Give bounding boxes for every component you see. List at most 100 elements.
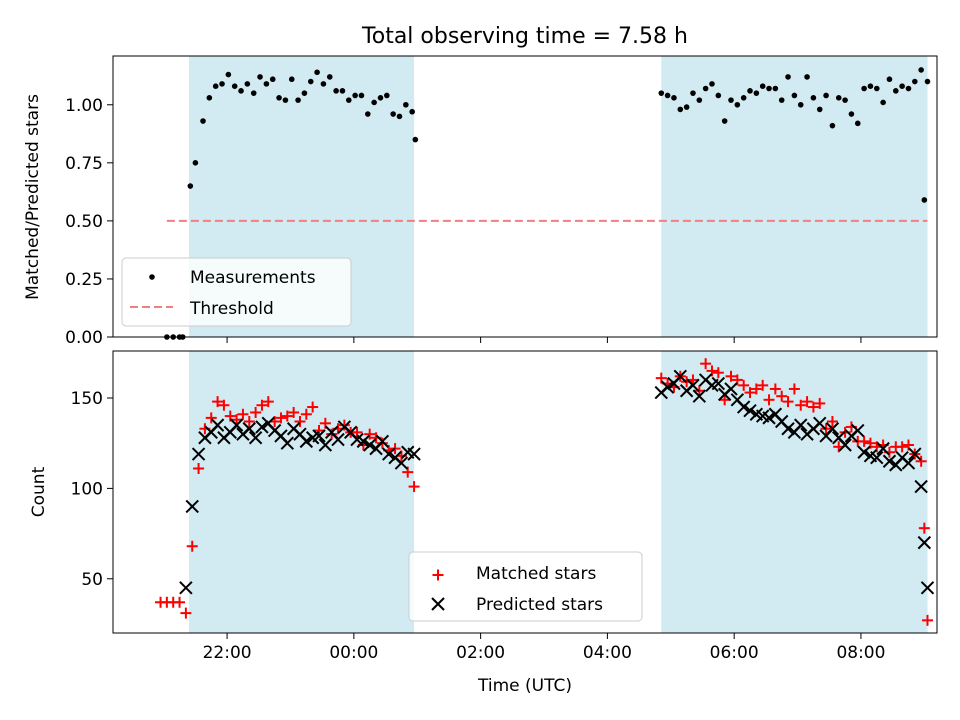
legend-matched-marker	[432, 569, 444, 581]
data-point	[813, 416, 827, 431]
data-point	[747, 88, 753, 94]
data-point	[225, 71, 232, 78]
data-point	[339, 88, 346, 94]
data-point	[671, 95, 677, 101]
data-point	[893, 88, 899, 94]
data-point	[801, 396, 813, 408]
data-point	[781, 422, 795, 436]
data-point	[915, 455, 927, 467]
count-plot-frame	[112, 350, 938, 634]
data-point	[248, 431, 263, 445]
data-point	[407, 447, 421, 461]
data-point	[772, 85, 779, 92]
data-point	[696, 97, 703, 103]
data-point	[299, 434, 314, 449]
data-point	[918, 522, 930, 534]
data-point	[384, 92, 390, 99]
y-tick-label: 1.00	[65, 96, 103, 116]
data-point	[858, 435, 870, 447]
data-point	[711, 376, 726, 391]
data-point	[719, 394, 731, 406]
data-point	[725, 370, 737, 382]
legend-measurements-marker	[149, 274, 155, 280]
data-point	[690, 90, 696, 96]
data-point	[281, 410, 293, 422]
x-tick-label: 22:00	[203, 643, 252, 663]
y-tick-label: 0.25	[65, 270, 103, 290]
data-point	[307, 401, 319, 413]
data-point	[778, 97, 785, 103]
data-point	[331, 432, 345, 447]
series-predicted-stars	[179, 369, 935, 595]
x-tick-label: 06:00	[710, 643, 759, 663]
data-point	[721, 118, 728, 124]
data-point	[740, 95, 747, 101]
data-point	[870, 450, 884, 465]
data-point	[275, 412, 287, 424]
data-point	[262, 396, 274, 408]
data-point	[728, 97, 734, 103]
data-point	[769, 383, 781, 395]
data-point	[377, 95, 384, 101]
data-point	[814, 397, 826, 409]
x-tick-label: 04:00	[583, 643, 632, 663]
legend-predicted-marker	[431, 597, 445, 611]
x-tick-label: 08:00	[836, 643, 885, 663]
count-plot-area	[155, 351, 935, 633]
data-point	[313, 425, 325, 437]
data-point	[738, 379, 750, 391]
data-point	[762, 411, 776, 425]
data-point	[363, 438, 377, 452]
data-point	[185, 499, 199, 514]
ratio-legend-box	[121, 257, 352, 327]
count-x-axis: 22:00 00:00 02:00 04:00 06:00 08:00	[203, 633, 885, 663]
data-point	[861, 85, 867, 92]
data-point	[914, 479, 928, 494]
data-point	[263, 81, 270, 87]
data-point	[776, 390, 788, 402]
data-point	[886, 76, 893, 83]
data-point	[702, 85, 709, 92]
data-point	[288, 76, 295, 83]
data-point	[829, 122, 836, 129]
data-point	[200, 118, 206, 124]
data-point	[763, 394, 775, 406]
data-point	[301, 90, 308, 96]
ratio-panel: 0.00 0.25 0.50 0.75 1.00 Matched/Predicted s…	[23, 55, 938, 348]
data-point	[686, 378, 700, 393]
count-legend-box	[408, 551, 643, 622]
data-point	[794, 418, 808, 432]
data-point	[242, 422, 256, 436]
data-point	[358, 92, 365, 99]
data-point	[219, 81, 225, 87]
data-point	[294, 416, 306, 427]
data-point	[295, 97, 301, 103]
data-point	[187, 183, 194, 189]
data-point	[838, 438, 852, 452]
data-point	[403, 101, 409, 108]
data-point	[709, 81, 715, 87]
data-point	[791, 92, 798, 99]
ratio-y-axis-label: Matched/Predicted stars	[23, 94, 43, 300]
data-point	[785, 74, 791, 80]
data-point	[734, 101, 741, 108]
data-point	[179, 581, 193, 595]
data-point	[753, 90, 760, 96]
data-point	[687, 374, 699, 386]
data-point	[364, 428, 376, 440]
legend-matched-label: Matched stars	[476, 564, 596, 584]
data-point	[352, 92, 358, 99]
data-point	[857, 445, 871, 459]
ratio-legend: Measurements Threshold	[121, 257, 352, 327]
data-point	[229, 418, 244, 432]
data-point	[757, 379, 769, 391]
data-point	[288, 406, 300, 418]
data-point	[782, 396, 794, 408]
data-point	[867, 83, 874, 89]
data-point	[382, 447, 396, 461]
data-point	[795, 399, 807, 411]
data-point	[250, 406, 262, 418]
y-tick-label: 0.00	[65, 328, 103, 348]
data-point	[276, 95, 282, 101]
